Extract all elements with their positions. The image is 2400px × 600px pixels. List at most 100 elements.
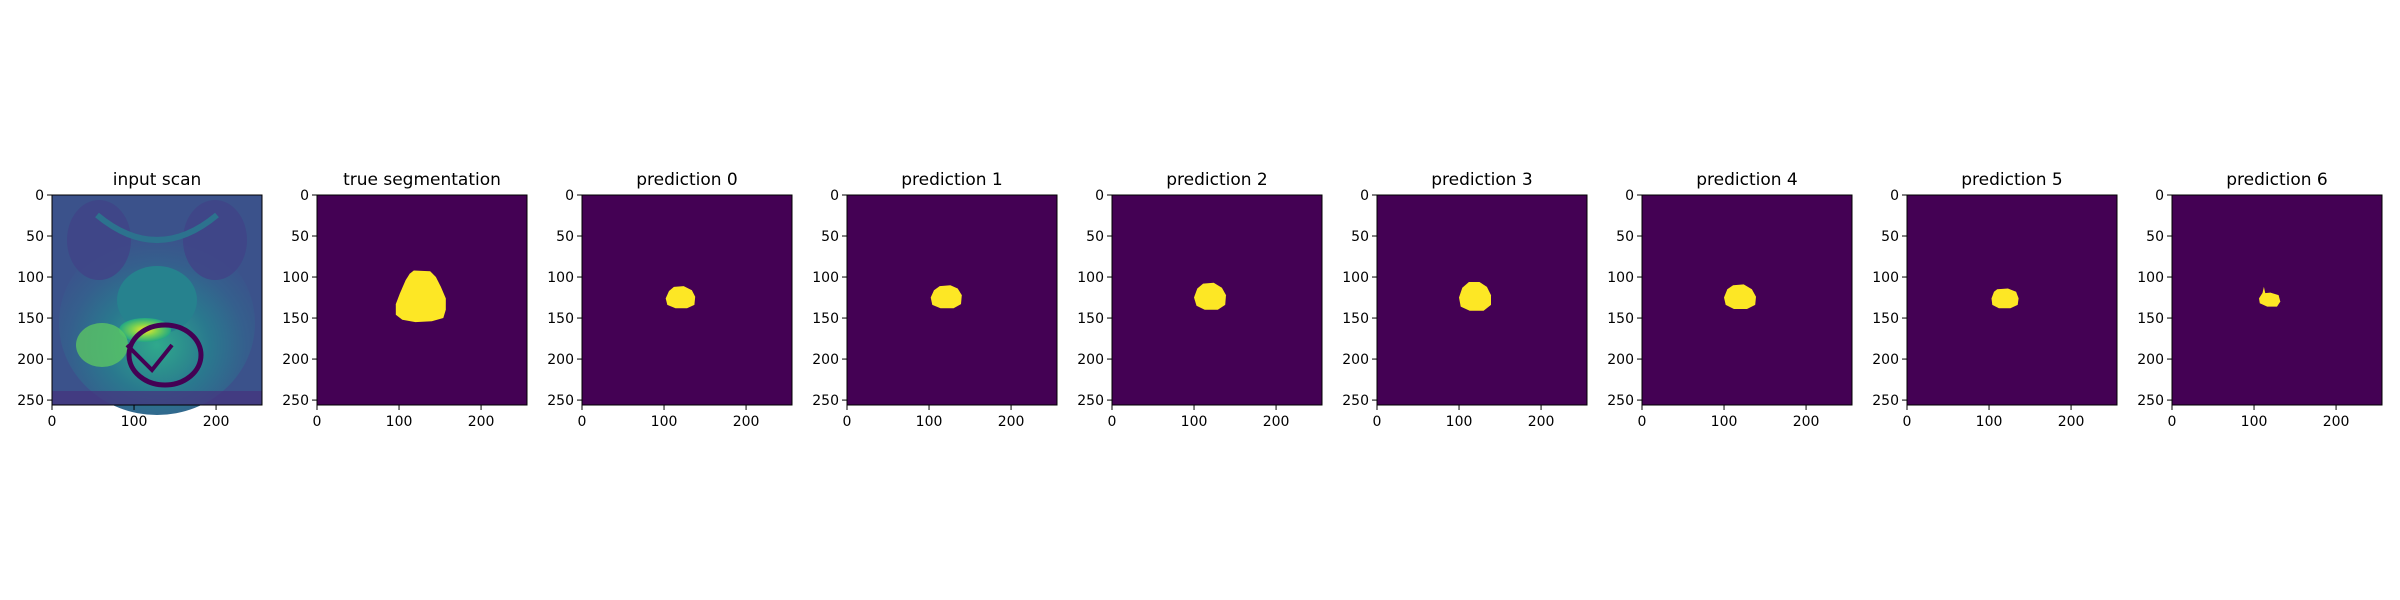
x-tick-label: 200 [468, 414, 495, 430]
x-tick-label: 0 [1108, 414, 1117, 430]
y-tick-label: 50 [1881, 229, 1899, 245]
panel-8: prediction 6 0 100 200 0 50 100 150 200 250 [2137, 170, 2383, 430]
y-tick-label: 150 [17, 311, 44, 327]
x-tick-label: 100 [2241, 414, 2268, 430]
y-tick-label: 250 [1342, 393, 1369, 409]
y-tick-label: 200 [17, 352, 44, 368]
y-tick-label: 200 [2137, 352, 2164, 368]
y-tick-label: 50 [1086, 229, 1104, 245]
axes-frame [1641, 194, 1853, 406]
y-tick-label: 200 [1872, 352, 1899, 368]
axes-frame [51, 194, 263, 406]
y-tick-label: 0 [2155, 188, 2164, 204]
x-tick-label: 200 [203, 414, 230, 430]
y-tick-label: 50 [26, 229, 44, 245]
panel-6: prediction 4 0 100 200 0 50 100 150 200 250 [1607, 170, 1853, 430]
y-tick-label: 100 [17, 270, 44, 286]
x-tick-label: 200 [998, 414, 1025, 430]
segmentation-fragment [2262, 286, 2266, 295]
y-tick-label: 50 [2146, 229, 2164, 245]
panel-5: prediction 3 0 100 200 0 50 100 150 200 250 [1342, 170, 1588, 430]
panel-title: prediction 3 [1431, 170, 1533, 190]
x-tick-label: 0 [1638, 414, 1647, 430]
segmentation-mask [930, 285, 962, 309]
x-tick-label: 100 [1181, 414, 1208, 430]
y-tick-label: 250 [17, 393, 44, 409]
y-tick-label: 200 [547, 352, 574, 368]
y-tick-label: 0 [565, 188, 574, 204]
mri-bright-region [76, 323, 128, 367]
y-tick-label: 150 [547, 311, 574, 327]
panel-3: prediction 1 0 100 200 0 50 100 150 200 250 [812, 170, 1058, 430]
panel-4: prediction 2 0 100 200 0 50 100 150 200 250 [1077, 170, 1323, 430]
panel-7: prediction 5 0 100 200 0 50 100 150 200 250 [1872, 170, 2118, 430]
y-tick-label: 50 [1351, 229, 1369, 245]
panel-title: prediction 4 [1696, 170, 1798, 190]
y-tick-label: 0 [35, 188, 44, 204]
y-tick-label: 100 [1872, 270, 1899, 286]
x-tick-label: 200 [733, 414, 760, 430]
y-tick-label: 200 [1342, 352, 1369, 368]
panel-0: input scan 0 100 200 0 50 100 150 200 250 [17, 170, 263, 430]
x-tick-label: 100 [651, 414, 678, 430]
y-tick-label: 250 [812, 393, 839, 409]
x-tick-label: 200 [1793, 414, 1820, 430]
axes-frame [316, 194, 528, 406]
panel-title: prediction 2 [1166, 170, 1268, 190]
axes-frame [846, 194, 1058, 406]
x-tick-label: 100 [916, 414, 943, 430]
y-tick-label: 250 [282, 393, 309, 409]
mri-bottom-edge [52, 391, 262, 405]
y-tick-label: 200 [812, 352, 839, 368]
axes-frame [1906, 194, 2118, 406]
y-tick-label: 150 [1077, 311, 1104, 327]
x-tick-label: 200 [1528, 414, 1555, 430]
segmentation-mask [665, 286, 696, 309]
y-tick-label: 150 [1607, 311, 1634, 327]
panel-title: prediction 1 [901, 170, 1003, 190]
y-tick-label: 250 [1077, 393, 1104, 409]
x-tick-label: 100 [121, 414, 148, 430]
y-tick-label: 100 [282, 270, 309, 286]
panel-2: prediction 0 0 100 200 0 50 100 150 200 250 [547, 170, 793, 430]
mri-structure [183, 200, 247, 280]
y-tick-label: 150 [1342, 311, 1369, 327]
y-tick-label: 150 [282, 311, 309, 327]
mri-arc [95, 212, 219, 243]
y-tick-label: 100 [2137, 270, 2164, 286]
y-tick-label: 50 [1616, 229, 1634, 245]
panel-1: true segmentation 0 100 200 0 50 100 150 200 250 [282, 170, 528, 430]
y-tick-label: 250 [547, 393, 574, 409]
x-tick-label: 100 [1446, 414, 1473, 430]
y-tick-label: 0 [1890, 188, 1899, 204]
x-tick-label: 200 [2058, 414, 2085, 430]
y-tick-label: 200 [1077, 352, 1104, 368]
panel-title: prediction 6 [2226, 170, 2328, 190]
mri-dark-line [125, 343, 174, 373]
y-tick-label: 150 [1872, 311, 1899, 327]
segmentation-mask [1194, 282, 1226, 310]
y-tick-label: 100 [812, 270, 839, 286]
y-tick-label: 100 [547, 270, 574, 286]
y-tick-label: 0 [1625, 188, 1634, 204]
mri-dark-ring [126, 322, 204, 388]
y-tick-label: 50 [291, 229, 309, 245]
axes-frame [581, 194, 793, 406]
y-tick-label: 100 [1607, 270, 1634, 286]
mri-structure [67, 200, 131, 280]
segmentation-mask [2259, 292, 2281, 307]
segmentation-mask [395, 270, 446, 323]
segmentation-mask [1724, 284, 1756, 309]
segmentation-mask [1991, 288, 2019, 309]
axes-frame [1111, 194, 1323, 406]
y-tick-label: 250 [1872, 393, 1899, 409]
x-tick-label: 0 [2168, 414, 2177, 430]
panel-title: prediction 0 [636, 170, 738, 190]
x-tick-label: 200 [2323, 414, 2350, 430]
x-tick-label: 100 [1711, 414, 1738, 430]
x-tick-label: 0 [843, 414, 852, 430]
y-tick-label: 150 [812, 311, 839, 327]
x-tick-label: 100 [386, 414, 413, 430]
y-tick-label: 50 [556, 229, 574, 245]
